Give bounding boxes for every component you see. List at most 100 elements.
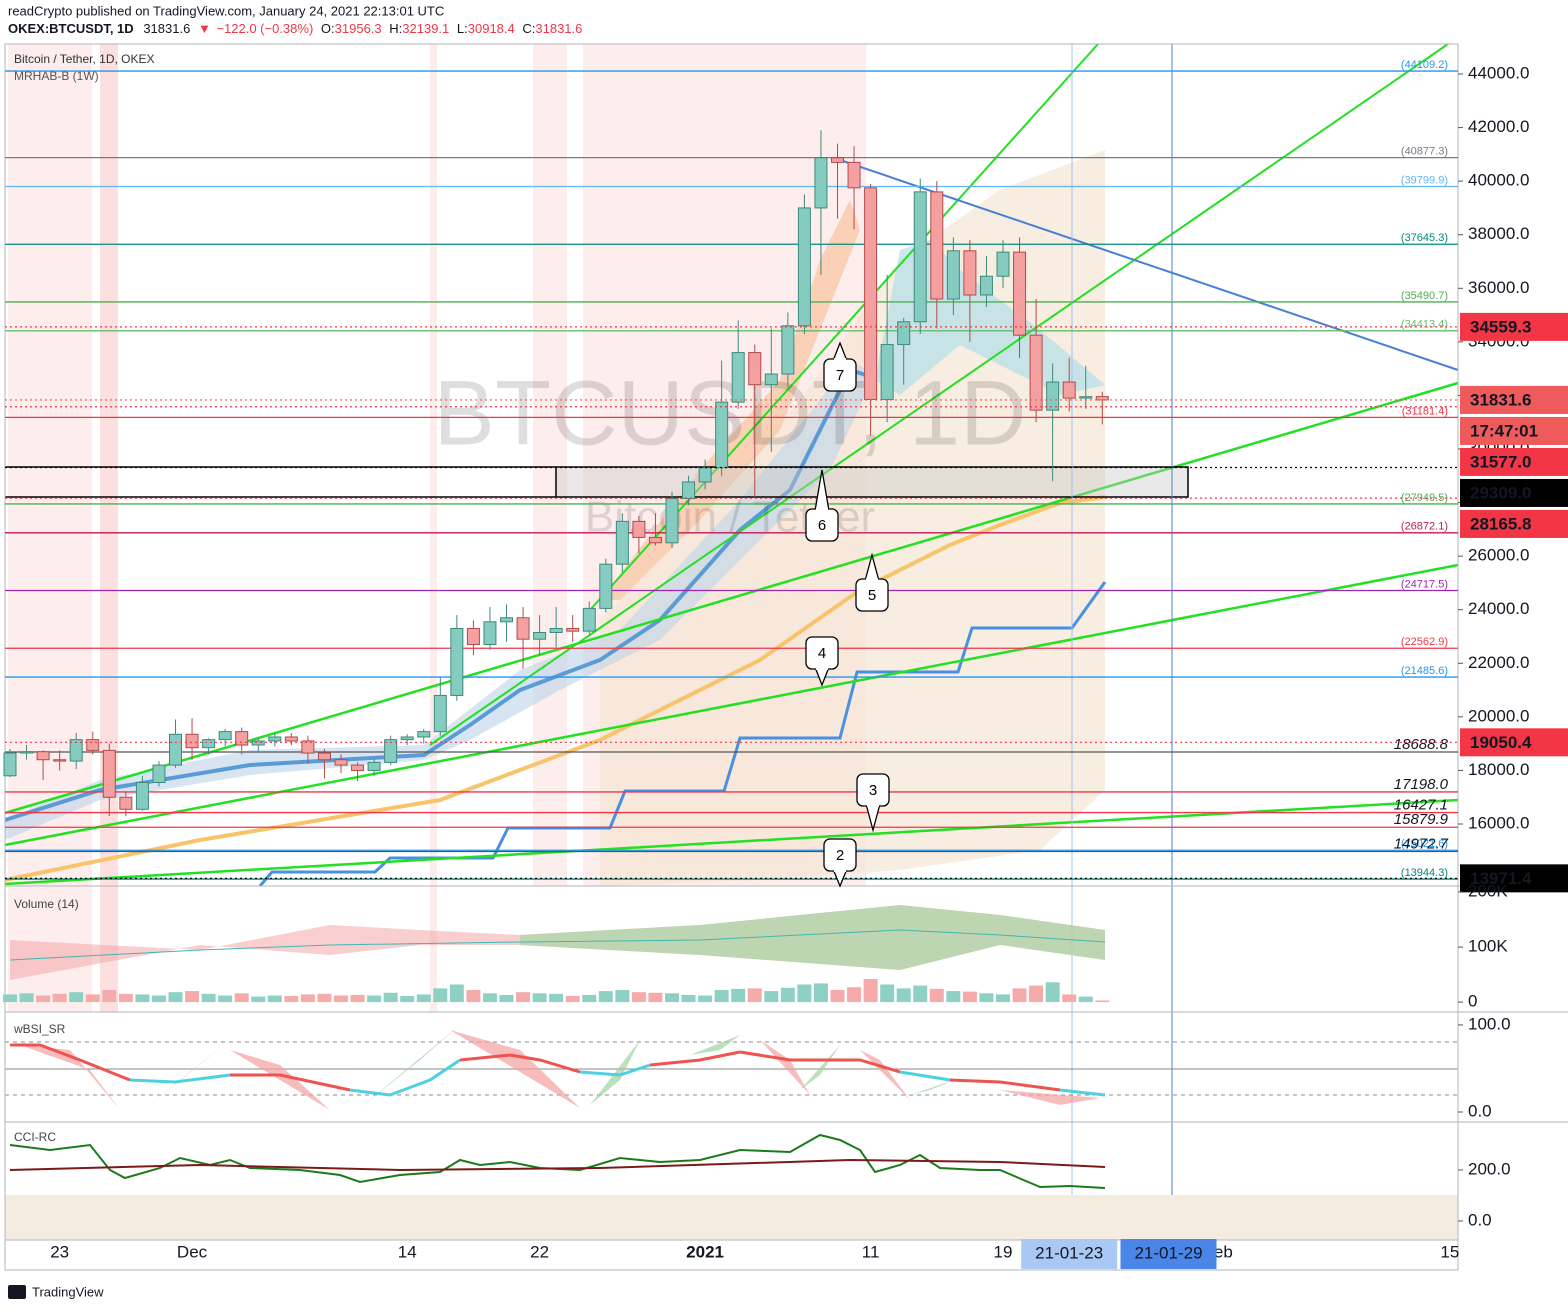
volume-bar — [648, 992, 663, 1003]
candle-body — [979, 275, 993, 296]
candle-body — [566, 627, 580, 632]
x-tick-label: Dec — [177, 1242, 208, 1261]
cci-band — [5, 1195, 1458, 1240]
volume-bar — [582, 994, 597, 1003]
callout-cover — [867, 804, 879, 807]
volume-bar — [102, 989, 117, 1003]
h-label: H: — [389, 21, 402, 36]
level-label: (13944.3) — [1401, 867, 1448, 879]
price-tag-label: 34559.3 — [1470, 317, 1531, 336]
volume-bar — [19, 993, 34, 1003]
callout-label: 6 — [818, 517, 826, 534]
y-tick-label: 20000.0 — [1468, 706, 1529, 725]
date-tag-label: 21-01-29 — [1134, 1243, 1202, 1262]
candle-body — [847, 161, 861, 189]
level-label: (34413.4) — [1401, 319, 1448, 331]
symbol-line: OKEX:BTCUSDT, 1D 31831.6 ▼ −122.0 (−0.38… — [8, 21, 582, 36]
candle-body — [1046, 381, 1060, 411]
volume-bar — [334, 995, 348, 1003]
h-value: 32139.1 — [402, 21, 449, 36]
candle-body — [86, 739, 100, 751]
level-label: (27949.5) — [1401, 492, 1448, 504]
volume-tick-label: 200K — [1468, 882, 1508, 901]
y-tick-label: 40000.0 — [1468, 171, 1529, 190]
volume-bar — [830, 989, 845, 1003]
candle-body — [599, 563, 613, 609]
callout-pointer — [865, 803, 881, 833]
callout-label: 5 — [868, 587, 876, 604]
wbsi-title: wBSI_SR — [13, 1022, 66, 1036]
wbsi-line — [10, 1043, 131, 1082]
volume-bar — [780, 987, 795, 1003]
level-label: (37645.3) — [1401, 232, 1448, 244]
publisher: readCrypto published on TradingView.com,… — [8, 3, 444, 18]
volume-bar — [284, 996, 299, 1003]
wbsi-line — [1059, 1088, 1106, 1097]
last-price: 31831.6 — [143, 21, 190, 36]
candle-body — [533, 631, 547, 640]
volume-bar — [996, 994, 1010, 1003]
volume-bar — [69, 992, 84, 1003]
date-tag — [1021, 1239, 1118, 1269]
price-tag — [1460, 509, 1568, 538]
candle-body — [500, 617, 513, 623]
wbsi-tick-label: 0.0 — [1468, 1101, 1492, 1120]
candle-body — [102, 749, 116, 798]
cci-title: CCI-RC — [14, 1130, 56, 1144]
volume-title: Volume (14) — [14, 897, 79, 911]
candle-body — [69, 739, 83, 762]
cci-tick-label: 200.0 — [1468, 1159, 1511, 1178]
candle-body — [268, 736, 282, 742]
price-tag — [1460, 864, 1568, 893]
cci-tick-label: 0.0 — [1468, 1210, 1492, 1229]
candle-body — [367, 761, 381, 771]
x-tick-label: 23 — [50, 1242, 69, 1261]
volume-bar — [135, 994, 150, 1003]
volume-bar — [797, 984, 812, 1003]
volume-bar — [317, 993, 332, 1003]
callout-pointer — [864, 552, 880, 582]
candle-body — [698, 467, 712, 483]
x-tick-label: 2021 — [686, 1242, 724, 1261]
x-tick-label: 11 — [862, 1242, 880, 1261]
change: −122.0 (−0.38%) — [216, 21, 313, 36]
wbsi-line — [899, 1070, 951, 1082]
volume-bar — [350, 994, 365, 1003]
price-tag-label: 13971.4 — [1470, 869, 1532, 888]
candle-body — [235, 731, 249, 746]
callout-cover — [816, 508, 828, 511]
candle-body — [615, 520, 629, 565]
x-tick-label: 22 — [530, 1242, 549, 1261]
y-tick-label: 24000.0 — [1468, 599, 1529, 618]
candle-body — [400, 736, 414, 741]
candle-body — [814, 157, 828, 209]
volume-bar — [449, 984, 464, 1003]
callout-cover — [834, 869, 846, 872]
level-label: 15879.9 — [1394, 811, 1449, 828]
y-tick-label: 44000.0 — [1468, 63, 1529, 82]
volume-bar — [665, 993, 679, 1003]
volume-tick-label: 0 — [1468, 992, 1477, 1011]
callout-cover — [834, 358, 846, 361]
volume-bar — [168, 992, 183, 1003]
level-label: 17198.0 — [1394, 776, 1449, 793]
candle-body — [781, 325, 795, 375]
volume-bar — [1045, 982, 1060, 1003]
volume-bar — [300, 994, 315, 1003]
volume-bar — [1012, 988, 1027, 1003]
l-value: 30918.4 — [468, 21, 515, 36]
wbsi-line — [949, 1078, 1061, 1092]
callout-cover — [816, 667, 828, 670]
level-label: (24717.5) — [1401, 578, 1448, 590]
candle-body — [731, 352, 745, 403]
candle-body — [880, 344, 894, 400]
candle-body — [930, 191, 944, 300]
c-label: C: — [522, 21, 535, 36]
volume-bar — [1078, 996, 1093, 1003]
volume-bar — [218, 995, 233, 1003]
wbsi-tick-label: 100.0 — [1468, 1014, 1511, 1033]
date-tag-label: 21-01-23 — [1035, 1243, 1103, 1262]
level-label: (15021.6) — [1401, 838, 1448, 850]
candle-body — [748, 352, 762, 386]
wbsi-band — [20, 1030, 1100, 1110]
